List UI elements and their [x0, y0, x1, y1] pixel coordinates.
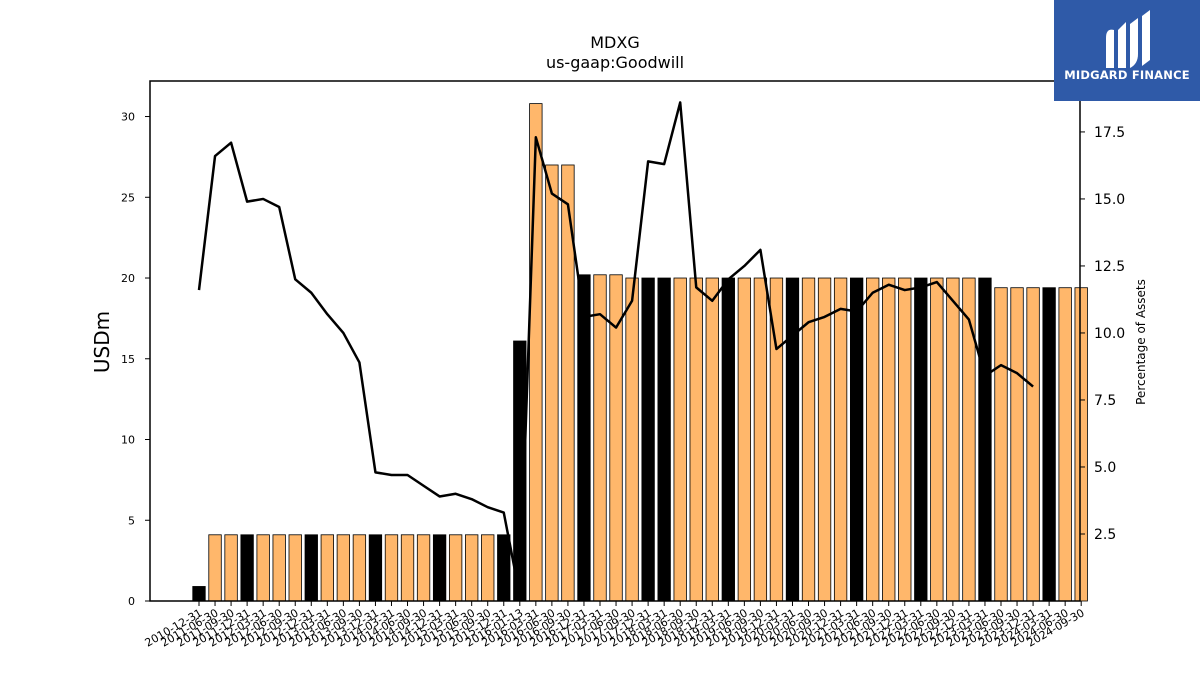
- bar: [1042, 287, 1056, 602]
- bar: [930, 277, 944, 602]
- bar: [833, 277, 848, 602]
- bars-group: [192, 103, 1088, 602]
- line-series: [197, 101, 1034, 597]
- y-tick-label: 5: [128, 514, 135, 527]
- midgard-logo-mark-icon: [1106, 10, 1150, 68]
- bar: [448, 534, 463, 602]
- bar: [384, 534, 399, 602]
- chart-title: MDXG: [590, 33, 639, 52]
- bar: [946, 277, 960, 602]
- y2-tick-label: 17.5: [1094, 125, 1125, 141]
- bar: [753, 277, 768, 602]
- bar: [400, 534, 415, 602]
- bar: [817, 277, 832, 602]
- bar: [577, 274, 591, 602]
- bar: [1010, 287, 1024, 602]
- y-tick-label: 20: [121, 272, 135, 285]
- bar: [304, 534, 318, 602]
- y2-tick-label: 5.0: [1094, 460, 1116, 476]
- y-axis-label: USDm: [90, 311, 114, 373]
- y-tick-label: 30: [121, 111, 135, 124]
- logo-text: MIDGARD FINANCE: [1064, 68, 1190, 82]
- bar: [497, 534, 511, 602]
- bar: [545, 164, 559, 602]
- bar: [192, 586, 206, 602]
- bar: [288, 534, 302, 602]
- bar: [529, 103, 543, 602]
- bar: [849, 277, 864, 602]
- bar: [336, 534, 351, 602]
- y2-tick-label: 2.5: [1094, 527, 1116, 543]
- bar: [978, 277, 992, 602]
- bar: [866, 277, 880, 602]
- y2-tick-label: 15.0: [1094, 192, 1125, 208]
- bar: [465, 534, 479, 602]
- chart-subtitle: us-gaap:Goodwill: [546, 53, 684, 72]
- bar: [641, 277, 655, 602]
- bar: [368, 534, 383, 602]
- bar: [256, 534, 270, 602]
- y-tick-label: 10: [121, 434, 135, 447]
- midgard-finance-logo: MIDGARD FINANCE: [1054, 0, 1200, 101]
- bar: [657, 277, 671, 602]
- bar: [593, 274, 607, 602]
- bar: [689, 277, 703, 602]
- bar: [208, 534, 222, 602]
- bar: [914, 277, 928, 602]
- bar: [962, 277, 976, 602]
- bar: [898, 277, 912, 602]
- bar: [785, 277, 800, 602]
- bar: [352, 534, 367, 602]
- line-group: [197, 101, 1034, 597]
- bar: [320, 534, 334, 602]
- bar: [1074, 287, 1088, 602]
- y2-tick-label: 12.5: [1094, 259, 1125, 275]
- bar: [272, 534, 286, 602]
- bar: [882, 277, 896, 602]
- y-tick-label: 15: [121, 353, 135, 366]
- bar: [416, 534, 431, 602]
- bar: [481, 534, 495, 602]
- bar: [994, 287, 1008, 602]
- bar: [224, 534, 238, 602]
- bar: [737, 277, 752, 602]
- bar: [1058, 287, 1072, 602]
- y2-axis-label: Percentage of Assets: [1134, 279, 1148, 405]
- bar: [625, 277, 639, 602]
- axes-group: 0510152025302.55.07.510.012.515.017.5201…: [121, 111, 1125, 650]
- bar: [673, 277, 687, 602]
- bar: [721, 277, 735, 602]
- bar: [705, 277, 719, 602]
- y2-tick-label: 7.5: [1094, 393, 1116, 409]
- bar: [1026, 287, 1040, 602]
- y2-tick-label: 10.0: [1094, 326, 1125, 342]
- y-tick-label: 0: [128, 595, 135, 608]
- y-tick-label: 25: [121, 191, 135, 204]
- bar: [240, 534, 254, 602]
- bar: [432, 534, 447, 602]
- plot-frame: [149, 80, 1081, 602]
